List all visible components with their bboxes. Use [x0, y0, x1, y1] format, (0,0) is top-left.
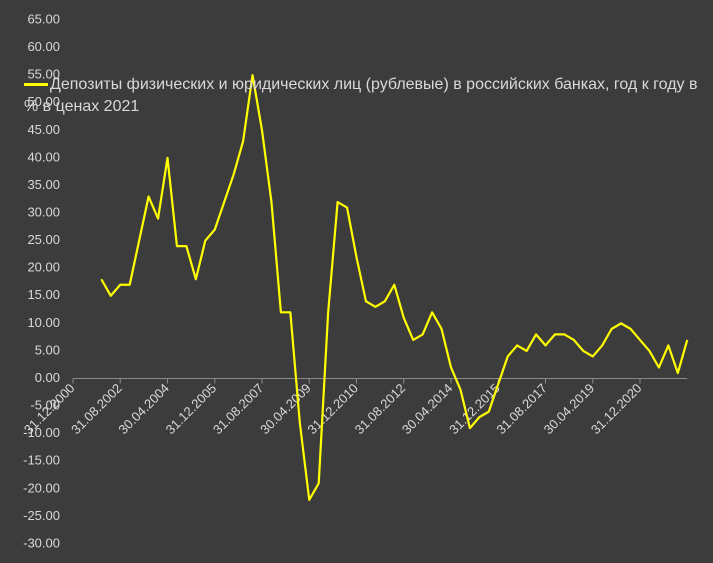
y-tick-label: 50.00 [27, 94, 60, 109]
y-tick-label: 5.00 [35, 342, 60, 357]
y-tick-label: -30.00 [23, 535, 60, 550]
legend: Депозиты физических и юридических лиц (р… [24, 74, 713, 118]
y-tick-label: 30.00 [27, 204, 60, 219]
y-tick-label: -15.00 [23, 453, 60, 468]
y-tick-label: 60.00 [27, 39, 60, 54]
y-tick-label: -5.00 [30, 398, 60, 413]
y-tick-label: 15.00 [27, 287, 60, 302]
y-tick-label: 35.00 [27, 177, 60, 192]
legend-label: Депозиты физических и юридических лиц (р… [24, 76, 698, 115]
y-tick-label: 10.00 [27, 315, 60, 330]
y-tick-label: -10.00 [23, 425, 60, 440]
y-tick-label: -25.00 [23, 508, 60, 523]
y-tick-label: 55.00 [27, 67, 60, 82]
legend-key [24, 83, 48, 87]
x-tick-label: 31.12.2020 [588, 380, 645, 437]
y-tick-label: 25.00 [27, 232, 60, 247]
y-tick-label: 40.00 [27, 149, 60, 164]
y-tick-label: 20.00 [27, 260, 60, 275]
y-tick-label: -20.00 [23, 480, 60, 495]
y-tick-label: 65.00 [27, 11, 60, 26]
y-tick-label: 0.00 [35, 370, 60, 385]
data-line [100, 74, 689, 501]
y-tick-label: 45.00 [27, 122, 60, 137]
